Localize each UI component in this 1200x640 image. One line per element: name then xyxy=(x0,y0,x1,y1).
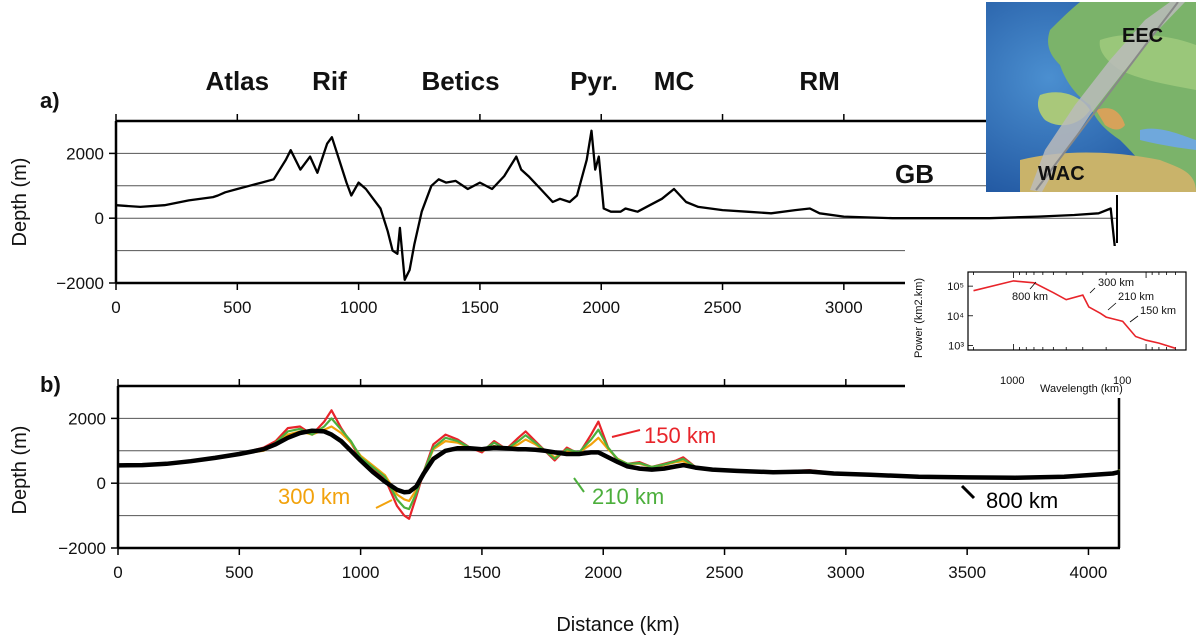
panel-b-filtered-lines xyxy=(117,409,1120,520)
inset-annotation-210: 210 km xyxy=(1118,291,1154,303)
inset-xtick-1000: 1000 xyxy=(1000,375,1024,387)
region-label-betics: Betics xyxy=(421,66,499,96)
inset-frame xyxy=(967,271,1187,351)
region-label-mc: MC xyxy=(654,66,695,96)
inset-annotation-150: 150 km xyxy=(1140,305,1176,317)
y-tick-label: −2000 xyxy=(56,274,104,293)
gb-label: GB xyxy=(895,159,934,189)
x-tick-label: 0 xyxy=(111,298,120,317)
panel-b-ylabel: Depth (m) xyxy=(9,426,31,515)
panel-a-ylabel: Depth (m) xyxy=(9,158,31,247)
series-line-800km xyxy=(117,428,1120,495)
x-tick-label: 2000 xyxy=(582,298,620,317)
y-tick-label: 2000 xyxy=(66,144,104,163)
x-tick-label: 3000 xyxy=(827,563,865,582)
label-leader-210 xyxy=(573,477,585,493)
power-spectrum-inset: 10⁵ 10⁴ 10³ 1000 100 Wavelength (km) Power… xyxy=(905,246,1193,398)
region-label-pyr: Pyr. xyxy=(570,66,618,96)
panel-b-ticks: 0 500 1000 1500 2000 2500 3000 3500 4000 −2000 0 20… xyxy=(58,379,1107,582)
inset-background xyxy=(905,246,1193,398)
map-label-wac: WAC xyxy=(1038,163,1085,185)
map-land-africa xyxy=(1020,152,1196,192)
inset-ylabel: Power (km2.km) xyxy=(913,278,925,358)
inset-y-tick-labels: 10⁵ 10⁴ 10³ xyxy=(947,281,964,352)
panel-b-letter: b) xyxy=(40,372,61,397)
x-tick-label: 3500 xyxy=(948,563,986,582)
label-leader-150 xyxy=(611,429,641,438)
region-label-rm: RM xyxy=(799,66,839,96)
inset-xlabel: Wavelength (km) xyxy=(1040,383,1123,395)
y-tick-label: −2000 xyxy=(58,539,106,558)
label-leader-300 xyxy=(375,499,393,509)
series-label-800km: 800 km xyxy=(986,488,1058,513)
series-label-210km: 210 km xyxy=(592,484,664,509)
inset-y-tick-label: 10⁴ xyxy=(947,311,964,323)
panel-b-gridlines xyxy=(118,417,1120,517)
series-label-300km: 300 km xyxy=(278,484,350,509)
inset-leader-150 xyxy=(1129,315,1139,323)
y-tick-label: 2000 xyxy=(68,409,106,428)
x-tick-label: 0 xyxy=(113,563,122,582)
map-label-eec: EEC xyxy=(1122,25,1163,47)
map-eastern-med xyxy=(1140,128,1196,150)
inset-y-tick-label: 10³ xyxy=(948,340,964,352)
x-tick-label: 3000 xyxy=(825,298,863,317)
panel-b: b) 0 500 1000 1500 2000 2500 3000 3500 4000 −2000… xyxy=(9,372,1121,636)
inset-leader-300 xyxy=(1089,287,1096,294)
profile-swath xyxy=(1030,2,1185,192)
panel-a-topography-line xyxy=(116,129,1118,281)
x-tick-label: 2000 xyxy=(584,563,622,582)
inset-leader-210 xyxy=(1107,302,1117,311)
x-tick-label: 1000 xyxy=(340,298,378,317)
inset-spectrum-line xyxy=(973,280,1176,350)
x-tick-label: 500 xyxy=(225,563,253,582)
inset-ticks xyxy=(968,272,1176,350)
inset-y-tick-label: 10⁵ xyxy=(947,281,964,293)
region-label-rif: Rif xyxy=(312,66,347,96)
x-tick-label: 2500 xyxy=(706,563,744,582)
inset-xtick-100: 100 xyxy=(1113,375,1131,387)
series-label-150km: 150 km xyxy=(644,423,716,448)
panel-a-gridlines xyxy=(116,152,1118,252)
y-tick-label: 0 xyxy=(95,209,104,228)
x-tick-label: 1500 xyxy=(461,298,499,317)
map-alps xyxy=(1096,108,1125,130)
region-labels: Atlas Rif Betics Pyr. MC RM xyxy=(206,66,840,96)
panel-a-ticks: 0 500 1000 1500 2000 2500 3000 −2000 0 2000 xyxy=(56,114,863,317)
label-leader-800 xyxy=(960,484,976,500)
x-tick-label: 500 xyxy=(223,298,251,317)
location-map: EEC WAC xyxy=(986,2,1196,192)
y-tick-label: 0 xyxy=(97,474,106,493)
inset-annotation-300: 300 km xyxy=(1098,277,1134,289)
x-tick-label: 2500 xyxy=(704,298,742,317)
panel-a: a) Atlas Rif Betics Pyr. MC RM 0 500 1000 1500 20… xyxy=(9,66,1118,317)
inset-annotation-800: 800 km xyxy=(1012,291,1048,303)
inset-leader-800 xyxy=(1029,281,1037,290)
x-tick-label: 1500 xyxy=(463,563,501,582)
region-label-atlas: Atlas xyxy=(206,66,270,96)
panel-a-letter: a) xyxy=(40,88,60,113)
x-tick-label: 4000 xyxy=(1070,563,1108,582)
profile-line xyxy=(1035,2,1179,191)
panel-b-xlabel: Distance (km) xyxy=(556,614,679,636)
x-tick-label: 1000 xyxy=(342,563,380,582)
